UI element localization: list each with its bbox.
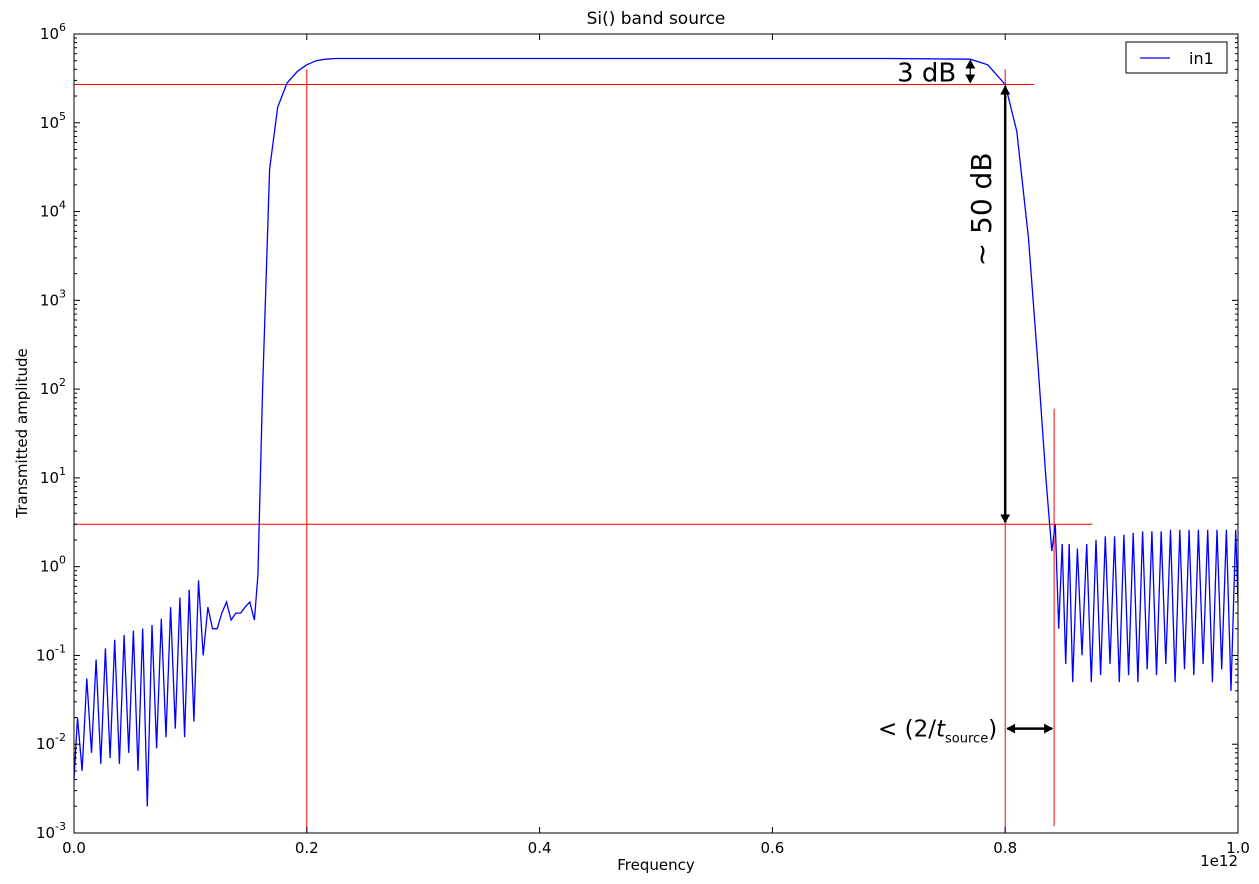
- x-tick-label: 0.0: [62, 839, 86, 857]
- chart-title: Si() band source: [587, 9, 726, 29]
- y-tick-label: 102: [40, 376, 66, 398]
- y-tick-label: 105: [40, 110, 66, 132]
- x-tick-label: 0.8: [993, 839, 1017, 857]
- x-tick-label: 0.6: [760, 839, 784, 857]
- annotation-3db: 3 dB: [897, 58, 956, 88]
- x-axis-label: Frequency: [617, 856, 695, 874]
- x-tick-label: 1.0: [1226, 839, 1250, 857]
- x-tick-label: 0.4: [528, 839, 552, 857]
- y-tick-label: 103: [40, 287, 66, 309]
- legend-label: in1: [1189, 49, 1214, 68]
- y-axis-label: Transmitted amplitude: [13, 348, 31, 519]
- x-offset-label: 1e12: [1200, 852, 1238, 870]
- y-tick-label: 100: [40, 554, 66, 576]
- y-tick-label: 104: [40, 199, 66, 221]
- plot-frame: [73, 33, 1239, 834]
- annotation-bandwidth: < (2/tsource): [878, 717, 997, 747]
- x-axis-ticks: 0.0 0.2 0.4 0.6 0.8 1.0: [62, 34, 1250, 857]
- y-axis-ticks: 10-3 10-2 10-1 100 101 102 103 104 105 106: [36, 21, 1238, 842]
- x-tick-label: 0.2: [295, 839, 319, 857]
- y-tick-label: 106: [40, 21, 66, 43]
- y-tick-label: 101: [40, 465, 66, 487]
- legend: in1: [1125, 41, 1228, 74]
- annotations: 3 dB ~ 50 dB < (2/tsource): [878, 58, 1054, 747]
- annotation-50db: ~ 50 dB: [965, 152, 998, 266]
- series-line-in1: [74, 57, 1238, 807]
- y-tick-label: 10-3: [36, 820, 66, 842]
- y-tick-label: 10-2: [36, 731, 66, 753]
- y-tick-label: 10-1: [36, 642, 66, 664]
